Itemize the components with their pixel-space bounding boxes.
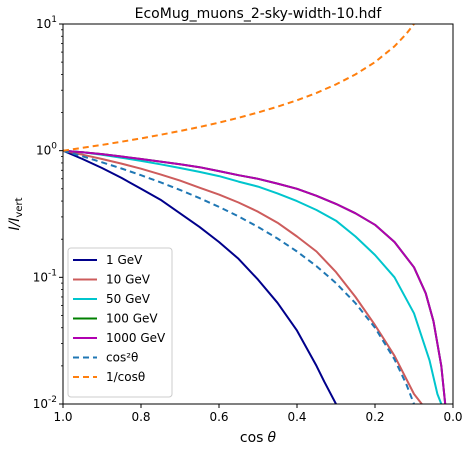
y-tick-label: 101 <box>36 15 57 31</box>
x-axis-title-main: cos <box>240 430 264 446</box>
series-line-5 <box>63 149 415 404</box>
y-axis: 101 100 10-1 10-2 <box>33 15 63 411</box>
series-line-6 <box>63 24 415 152</box>
x-tick-label: 0.0 <box>443 410 462 424</box>
y-tick-label: 10-1 <box>33 268 57 284</box>
legend-label: 10 GeV <box>106 273 151 287</box>
axes-frame <box>62 23 454 405</box>
series-line-1 <box>63 149 424 404</box>
series-layer <box>63 24 447 404</box>
x-tick-label: 0.4 <box>287 410 306 424</box>
y-axis-title-main: I/I <box>7 218 23 231</box>
y-axis-title: I/Ivert <box>7 197 25 230</box>
x-axis-title-symbol: θ <box>267 430 276 446</box>
legend-label: 100 GeV <box>106 312 158 326</box>
x-tick-label: 0.8 <box>131 410 150 424</box>
chart-title: EcoMug_muons_2-sky-width-10.hdf <box>135 6 383 22</box>
y-tick-label: 10-2 <box>33 395 57 411</box>
y-axis-title-sub: vert <box>14 197 25 217</box>
legend-label: 1/cosθ <box>106 370 145 384</box>
series-line-4 <box>63 149 447 404</box>
legend: 1 GeV 10 GeV 50 GeV 100 GeV 1000 GeV cos²θ 1/c… <box>67 247 173 398</box>
x-tick-label: 1.0 <box>53 410 72 424</box>
legend-label: 1 GeV <box>106 253 143 267</box>
x-axis: 1.0 0.8 0.6 0.4 0.2 0.0 <box>53 404 463 424</box>
series-line-0 <box>63 149 337 404</box>
x-axis-title: cos θ <box>240 430 277 446</box>
legend-box <box>67 247 173 398</box>
y-tick-label: 100 <box>36 142 57 158</box>
x-tick-label: 0.6 <box>209 410 228 424</box>
legend-label: 50 GeV <box>106 292 151 306</box>
series-line-2 <box>63 149 443 404</box>
legend-label: 1000 GeV <box>106 331 166 345</box>
legend-label: cos²θ <box>106 351 138 365</box>
x-tick-label: 0.2 <box>365 410 384 424</box>
